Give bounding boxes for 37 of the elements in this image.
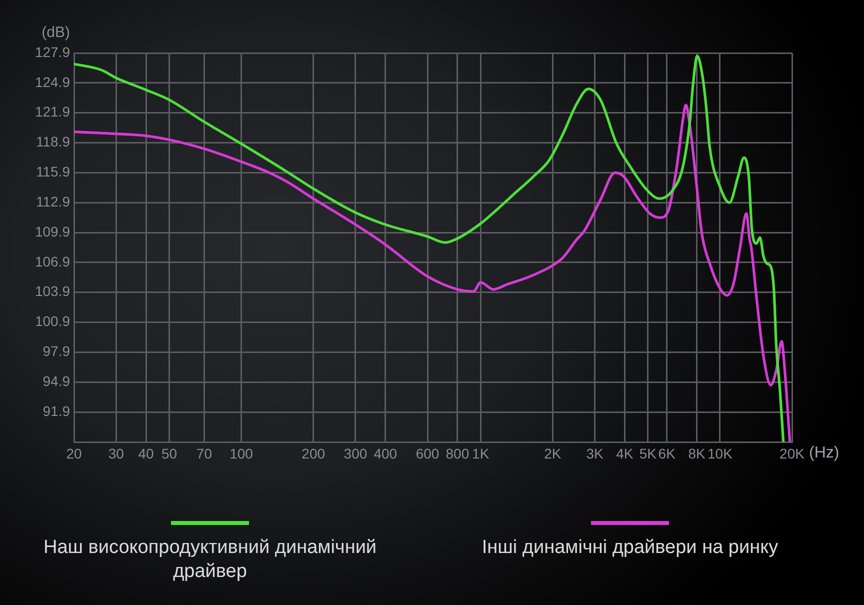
x-tick-label: 5K <box>639 445 658 462</box>
legend-label: Наш високопродуктивний динамічний драйвер <box>43 537 377 582</box>
y-tick-label: 100.9 <box>34 313 70 330</box>
x-tick-label: 1K <box>472 445 490 462</box>
y-tick-label: 91.9 <box>42 402 70 419</box>
x-tick-label: 3K <box>586 445 604 462</box>
x-tick-label: 2K <box>544 445 562 462</box>
y-tick-label: 112.9 <box>36 193 70 210</box>
x-tick-label: 30 <box>108 445 124 462</box>
x-tick-label: 20 <box>66 445 82 462</box>
x-tick-label: 40 <box>138 445 154 462</box>
x-tick-label: 10K <box>707 445 734 462</box>
y-tick-label: 115.9 <box>36 164 70 180</box>
y-tick-label: 109.9 <box>34 223 70 240</box>
y-tick-label: 106.9 <box>34 253 70 270</box>
x-tick-label: 800 <box>446 445 470 462</box>
y-tick-label: 103.9 <box>34 283 70 300</box>
x-tick-label: 6K <box>658 445 676 462</box>
x-tick-label: 300 <box>344 445 368 462</box>
x-tick-label: 70 <box>196 445 212 462</box>
y-tick-label: 127.9 <box>34 44 70 60</box>
x-axis-title: (Hz) <box>809 444 840 462</box>
x-tick-label: 100 <box>230 445 254 462</box>
y-tick-label: 118.9 <box>36 134 70 150</box>
y-tick-label: 94.9 <box>42 373 70 390</box>
legend-label: Інші динамічні драйвери на ринку <box>482 537 779 558</box>
x-tick-label: 4K <box>616 445 634 462</box>
y-tick-label: 124.9 <box>34 74 70 90</box>
x-tick-label: 8K <box>688 445 706 462</box>
x-tick-label: 400 <box>374 445 398 462</box>
x-tick-label: 200 <box>302 445 326 462</box>
y-axis-title: (dB) <box>42 24 70 42</box>
y-tick-label: 97.9 <box>42 343 70 360</box>
y-tick-label: 121.9 <box>34 104 70 120</box>
x-tick-label: 20K <box>780 445 806 462</box>
x-tick-label: 50 <box>161 445 178 462</box>
x-tick-label: 600 <box>416 445 440 462</box>
